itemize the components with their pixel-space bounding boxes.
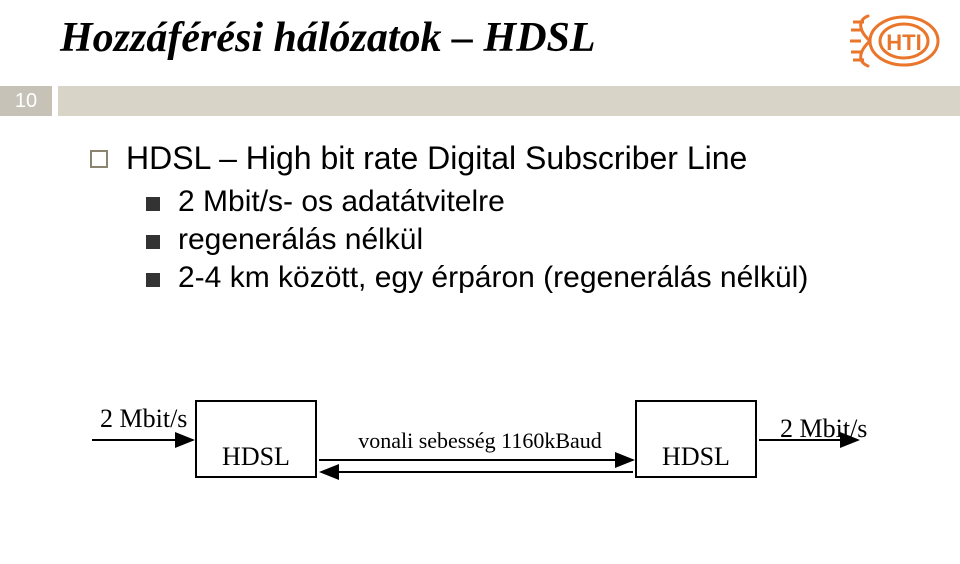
filled-square-icon [146, 273, 160, 287]
logo-text: HTI [886, 30, 921, 55]
page-number: 10 [0, 86, 52, 116]
slide-title: Hozzáférési hálózatok – HDSL [60, 14, 596, 62]
hdsl-diagram: 2 Mbit/s HDSL vonali sebesség 1160kBaud … [80, 360, 880, 540]
square-bullet-icon [90, 150, 108, 168]
bullet-level1: HDSL – High bit rate Digital Subscriber … [90, 140, 920, 177]
logo: HTI [850, 10, 942, 77]
bullet-level2: 2-4 km között, egy érpáron (regenerálás … [146, 261, 920, 295]
header-bar: 10 [0, 86, 960, 116]
bullet-text: regenerálás nélkül [178, 223, 423, 257]
bullet-text: 2 Mbit/s- os adatátvitelre [178, 185, 505, 219]
accent-bar [58, 86, 960, 116]
bullet-text: HDSL – High bit rate Digital Subscriber … [126, 140, 747, 177]
filled-square-icon [146, 235, 160, 249]
bullet-text: 2-4 km között, egy érpáron (regenerálás … [178, 261, 808, 295]
bullet-level2: 2 Mbit/s- os adatátvitelre [146, 185, 920, 219]
bullet-level2: regenerálás nélkül [146, 223, 920, 257]
diagram-arrows [80, 360, 880, 540]
filled-square-icon [146, 197, 160, 211]
